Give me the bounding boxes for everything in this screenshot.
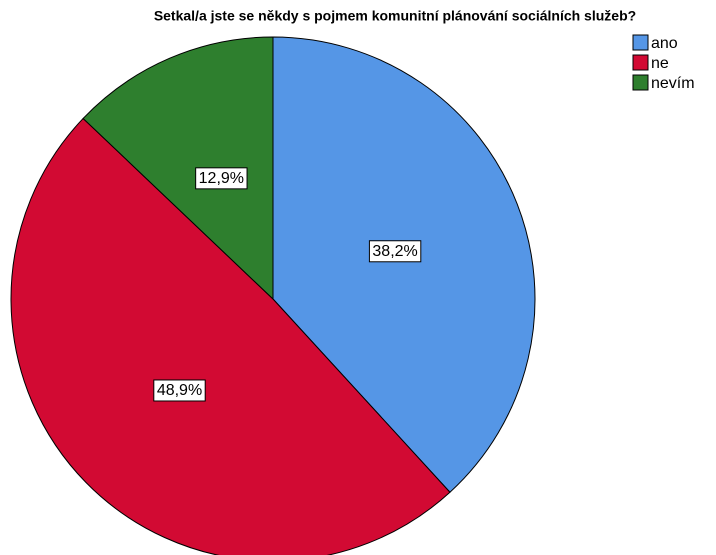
data-label: 38,2% (372, 243, 417, 260)
data-label-box (368, 240, 422, 263)
data-label: 48,9% (157, 382, 202, 399)
legend-swatch (632, 34, 649, 51)
legend-swatch (632, 74, 649, 91)
data-label-box (195, 167, 248, 190)
legend-label: ne (651, 55, 669, 72)
pie-slice (10, 117, 451, 555)
chart-title: Setkal/a jste se někdy s pojmem komunitn… (154, 8, 636, 24)
pie-slice (82, 36, 274, 301)
data-label-box (153, 379, 206, 402)
legend-label: ano (651, 35, 678, 52)
legend-swatch (632, 54, 649, 71)
pie-slice (272, 36, 536, 493)
legend-label: nevím (651, 75, 695, 92)
data-label: 12,9% (199, 170, 244, 187)
